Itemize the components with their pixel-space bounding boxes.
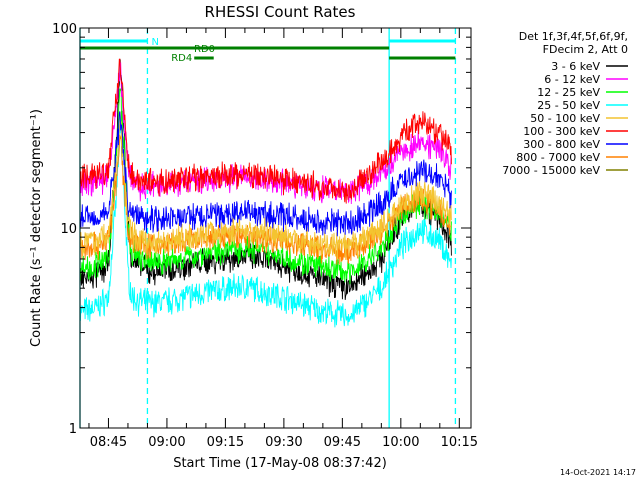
x-tick-label: 08:45 bbox=[90, 435, 127, 450]
footer-timestamp: 14-Oct-2021 14:17 bbox=[560, 468, 636, 477]
series-line-100-300keV bbox=[80, 58, 452, 204]
legend-entry-label: 6 - 12 keV bbox=[544, 73, 600, 86]
series-lines bbox=[80, 58, 452, 328]
legend-entry-label: 25 - 50 keV bbox=[537, 99, 600, 112]
x-axis: 08:45 09:00 09:15 09:30 09:45 10:00 10:15 bbox=[88, 28, 478, 450]
x-axis-label: Start Time (17-May-08 08:37:42) bbox=[173, 456, 387, 471]
x-tick-label: 09:15 bbox=[207, 435, 244, 450]
legend-header-line: Det 1f,3f,4f,5f,6f,9f, bbox=[519, 30, 628, 43]
legend-entry-label: 12 - 25 keV bbox=[537, 86, 600, 99]
x-tick-label: 09:00 bbox=[148, 435, 185, 450]
legend-entry-label: 300 - 800 keV bbox=[523, 138, 600, 151]
legend-entry-label: 100 - 300 keV bbox=[523, 125, 600, 138]
series-line-50-100keV bbox=[80, 111, 452, 261]
series-line-25-50keV bbox=[80, 124, 452, 328]
plot-frame bbox=[79, 27, 472, 429]
legend-entry-label: 3 - 6 keV bbox=[551, 60, 600, 73]
y-axis-label: Count Rate (s⁻¹ detector segment⁻¹) bbox=[29, 109, 44, 347]
x-tick-label: 10:15 bbox=[441, 435, 478, 450]
chart-title: RHESSI Count Rates bbox=[205, 3, 356, 21]
x-tick-label: 10:00 bbox=[382, 435, 419, 450]
series-line-300-800keV bbox=[80, 111, 452, 237]
attenuator-label: N bbox=[151, 37, 158, 48]
y-tick-label: 1 bbox=[69, 422, 77, 437]
y-axis: 1 10 100 bbox=[52, 22, 471, 437]
y-tick-label: 10 bbox=[60, 222, 77, 237]
y-tick-label: 100 bbox=[52, 22, 77, 37]
decimation-label-rd0: RD0 bbox=[194, 44, 215, 55]
legend: Det 1f,3f,4f,5f,6f,9f,FDecim 2, Att 0 3 -… bbox=[502, 30, 628, 177]
x-tick-label: 09:30 bbox=[265, 435, 302, 450]
series-line-12-25keV bbox=[80, 88, 452, 285]
decimation-label-rd4: RD4 bbox=[171, 53, 192, 64]
legend-entry-label: 800 - 7000 keV bbox=[516, 151, 600, 164]
legend-entry-label: 7000 - 15000 keV bbox=[502, 164, 600, 177]
x-tick-label: 09:45 bbox=[324, 435, 361, 450]
legend-header-line: FDecim 2, Att 0 bbox=[543, 43, 628, 56]
legend-entry-label: 50 - 100 keV bbox=[530, 112, 600, 125]
